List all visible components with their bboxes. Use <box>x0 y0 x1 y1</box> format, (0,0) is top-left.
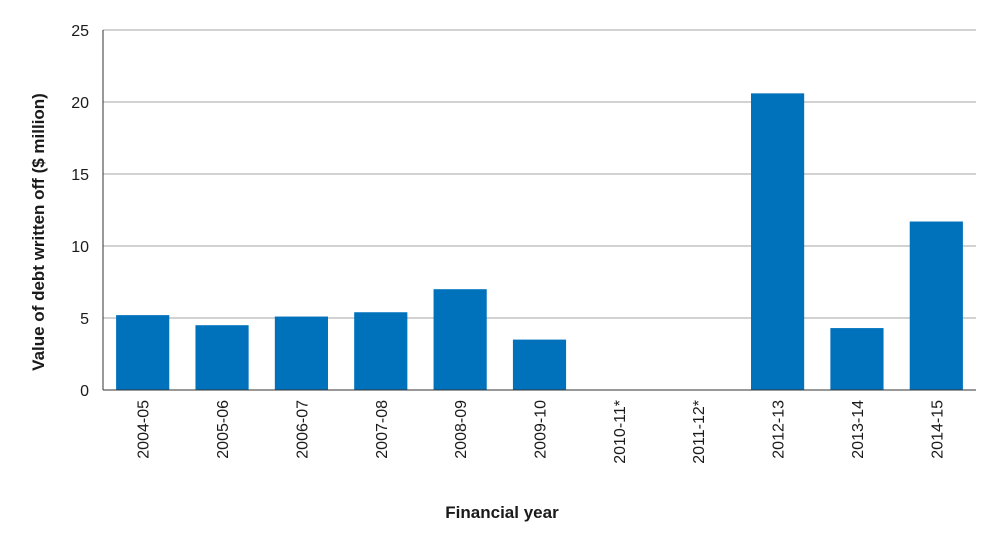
y-tick-label: 15 <box>71 167 89 184</box>
x-tick-label: 2011-12* <box>691 400 708 464</box>
x-tick-label: 2007-08 <box>374 400 391 459</box>
x-tick-label: 2012-13 <box>771 400 788 459</box>
y-tick-label: 5 <box>80 311 89 328</box>
bar-2007-08 <box>354 312 408 390</box>
bar-2009-10 <box>512 339 567 390</box>
x-axis-label: Financial year <box>445 503 559 522</box>
y-tick-labels: 0 5 10 15 20 25 <box>71 23 89 400</box>
y-tick-label: 10 <box>71 239 89 256</box>
x-tick-label: 2013-14 <box>850 400 867 459</box>
bar-2013-14 <box>830 328 884 390</box>
x-tick-label: 2004-05 <box>136 400 153 459</box>
bar-2012-13 <box>751 93 805 391</box>
bar-2014-15 <box>909 221 963 390</box>
x-tick-label: 2014-15 <box>929 400 946 459</box>
x-tick-label: 2009-10 <box>533 400 550 459</box>
bar-2005-06 <box>195 325 249 390</box>
x-tick-label: 2006-07 <box>294 400 311 459</box>
x-tick-labels: 2004-05 2005-06 2006-07 2007-08 2008-09 2009-… <box>136 400 947 464</box>
x-tick-label: 2010-11* <box>612 400 629 464</box>
y-tick-label: 0 <box>80 383 89 400</box>
bar-2004-05 <box>116 315 170 390</box>
y-axis-label: Value of debt written off ($ million) <box>29 93 48 371</box>
y-tick-label: 20 <box>71 95 89 112</box>
bars <box>116 93 963 391</box>
gridlines <box>103 29 976 319</box>
x-tick-label: 2008-09 <box>453 400 470 459</box>
y-tick-label: 25 <box>71 23 89 40</box>
bar-2008-09 <box>433 289 487 390</box>
bar-2006-07 <box>274 316 328 390</box>
x-tick-label: 2005-06 <box>215 400 232 459</box>
